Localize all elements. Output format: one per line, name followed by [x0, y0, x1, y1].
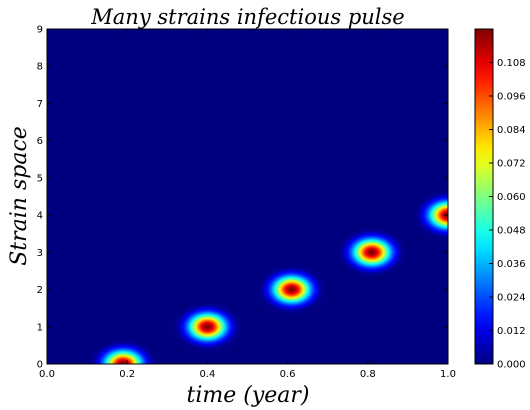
pulse-3 — [335, 226, 408, 279]
plot-background — [47, 29, 448, 364]
y-tick-label: 2 — [37, 285, 43, 296]
x-axis-ticks: 0.0 0.2 0.4 0.6 0.8 1.0 — [39, 29, 456, 380]
y-tick-label: 9 — [37, 25, 43, 36]
pulse-0 — [87, 338, 160, 364]
y-axis-title: Strain space — [7, 126, 32, 266]
colorbar-tick-label: 0.072 — [497, 159, 526, 170]
y-tick-label: 0 — [37, 360, 43, 371]
colorbar-tick-label: 0.024 — [497, 293, 526, 304]
plot-area: 0.0 0.2 0.4 0.6 0.8 1.0 0 1 2 3 4 5 6 7 8 9 — [37, 25, 456, 381]
pulse-1 — [171, 301, 244, 353]
colorbar-tick-label: 0.048 — [497, 226, 526, 237]
colorbar-tick-label: 0.036 — [497, 259, 526, 270]
plot-frame — [46, 28, 449, 365]
x-axis-title: time (year) — [187, 383, 310, 408]
x-tick-label: 1.0 — [440, 369, 456, 380]
y-axis-ticks: 0 1 2 3 4 5 6 7 8 9 — [37, 25, 448, 371]
y-tick-label: 1 — [37, 322, 43, 333]
colorbar-ticks: 0.000 0.012 0.024 0.036 0.048 0.060 0.072 0.084… — [489, 58, 526, 371]
colorbar-tick-label: 0.108 — [497, 58, 526, 69]
colorbar-tick-label: 0.084 — [497, 125, 526, 136]
colorbar-gradient — [475, 29, 493, 364]
colorbar-tick-label: 0.012 — [497, 326, 526, 337]
colorbar: 0.000 0.012 0.024 0.036 0.048 0.060 0.072 0.084… — [474, 28, 526, 371]
colorbar-tick-label: 0.096 — [497, 92, 526, 103]
y-tick-label: 7 — [37, 99, 43, 110]
pulse-4 — [411, 189, 448, 241]
y-tick-label: 6 — [37, 136, 43, 147]
colorbar-tick-label: 0.000 — [497, 360, 526, 371]
chart-title: Many strains infectious pulse — [90, 5, 404, 29]
pulse-layer — [87, 189, 448, 364]
pulse-2 — [255, 263, 328, 316]
x-tick-label: 0.0 — [39, 369, 55, 380]
y-tick-label: 3 — [37, 248, 43, 259]
x-tick-label: 0.2 — [119, 369, 135, 380]
colorbar-tick-label: 0.060 — [497, 192, 526, 203]
x-tick-label: 0.6 — [280, 369, 296, 380]
y-tick-label: 4 — [37, 211, 43, 222]
x-tick-label: 0.4 — [199, 369, 215, 380]
y-tick-label: 8 — [37, 62, 43, 73]
x-tick-label: 0.8 — [360, 369, 376, 380]
y-tick-label: 5 — [37, 173, 43, 184]
